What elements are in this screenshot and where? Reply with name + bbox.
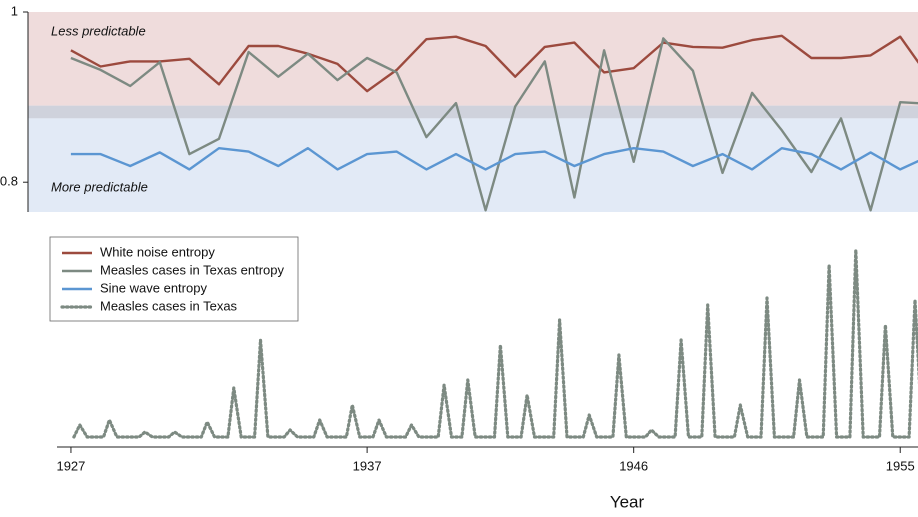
x-axis-label: Year xyxy=(610,492,645,511)
data-line xyxy=(70,37,918,212)
x-tick-label: 1955 xyxy=(886,458,915,473)
data-line xyxy=(70,147,918,171)
legend-label: Measles cases in Texas entropy xyxy=(100,262,285,277)
y-tick-label: 0.8 xyxy=(0,174,18,189)
data-line xyxy=(72,248,918,439)
x-tick-label: 1937 xyxy=(353,458,382,473)
legend-label: Measles cases in Texas xyxy=(100,298,238,313)
band xyxy=(28,105,918,119)
bottom-panel xyxy=(72,248,918,439)
annotation: More predictable xyxy=(51,179,148,194)
legend-label: Sine wave entropy xyxy=(100,280,207,295)
y-tick-label: 1 xyxy=(11,3,18,18)
top-panel xyxy=(28,12,918,212)
x-tick-label: 1927 xyxy=(56,458,85,473)
x-tick-label: 1946 xyxy=(619,458,648,473)
band xyxy=(28,12,918,106)
annotation: Less predictable xyxy=(51,23,146,38)
data-line xyxy=(70,34,918,93)
legend-label: White noise entropy xyxy=(100,244,215,259)
